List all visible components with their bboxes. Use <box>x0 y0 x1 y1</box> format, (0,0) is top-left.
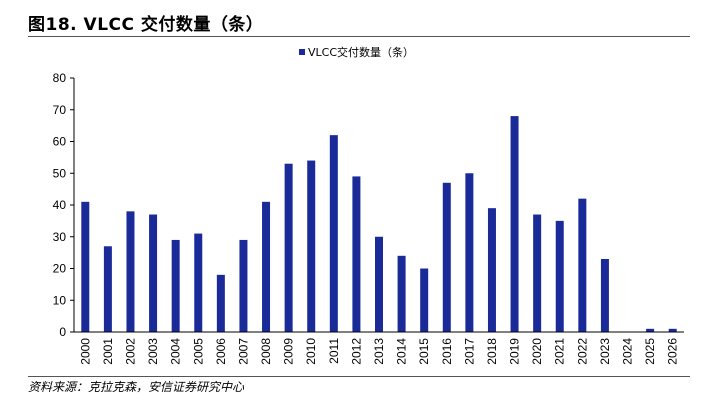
bar-2010 <box>307 160 316 332</box>
x-tick-label: 2021 <box>553 338 567 365</box>
y-axis: 0 10 20 30 40 50 60 70 80 <box>53 71 75 339</box>
bar-2007 <box>239 239 248 332</box>
x-tick-label: 2015 <box>417 338 431 365</box>
bar-2013 <box>375 236 383 332</box>
bar-2025 <box>646 328 655 332</box>
source-note: 资料来源：克拉克森，安信证券研究中心 <box>28 380 245 394</box>
x-tick-label: 2024 <box>621 338 635 365</box>
bar-2000 <box>81 201 90 332</box>
x-tick-label: 2026 <box>666 338 680 365</box>
bar-2019 <box>510 116 519 332</box>
x-tick-label: 2011 <box>327 338 341 364</box>
x-tick-label: 2016 <box>440 338 454 365</box>
bar-2001 <box>103 246 112 332</box>
figure-title: 图18. VLCC 交付数量（条） <box>28 15 264 35</box>
bar-2003 <box>149 214 158 332</box>
y-tick-label: 0 <box>59 325 66 339</box>
x-tick-label: 2004 <box>169 338 183 365</box>
bar-2006 <box>216 274 225 332</box>
bar-2005 <box>194 233 203 332</box>
bar-2016 <box>442 182 451 332</box>
x-tick-label: 2023 <box>598 338 612 365</box>
y-tick-label: 60 <box>53 135 67 149</box>
x-tick-label: 2001 <box>101 338 115 365</box>
x-tick-label: 2007 <box>236 338 250 365</box>
x-tick-label: 2017 <box>462 338 476 365</box>
bar-2026 <box>668 328 677 332</box>
legend-label: VLCC交付数量（条） <box>308 45 414 59</box>
legend-swatch <box>299 49 305 55</box>
bar-2015 <box>420 268 429 332</box>
bar-2022 <box>578 198 587 332</box>
y-tick-label: 50 <box>53 166 67 180</box>
bar-2012 <box>352 176 361 332</box>
x-tick-label: 2013 <box>372 338 386 365</box>
bottom-divider <box>28 376 690 377</box>
bar-2009 <box>284 163 293 332</box>
y-tick-label: 20 <box>53 262 67 276</box>
x-tick-label: 2019 <box>508 338 522 365</box>
y-tick-label: 30 <box>53 230 67 244</box>
bars <box>81 116 677 332</box>
bar-2021 <box>555 220 564 332</box>
y-tick-label: 10 <box>53 293 67 307</box>
bar-2020 <box>533 214 542 332</box>
x-tick-label: 2014 <box>395 338 409 365</box>
x-tick-label: 2009 <box>282 338 296 365</box>
y-tick-label: 70 <box>53 103 67 117</box>
x-tick-label: 2003 <box>146 338 160 365</box>
x-tick-label: 2025 <box>643 338 657 365</box>
x-tick-label: 2005 <box>191 338 205 365</box>
x-tick-label: 2008 <box>259 338 273 365</box>
bar-2002 <box>126 211 135 332</box>
bar-2014 <box>397 255 406 332</box>
x-axis: 2000 2001 2002 2003 2004 2005 2006 2007 2008 2009… <box>74 331 684 365</box>
x-tick-label: 2010 <box>304 338 318 365</box>
bar-2023 <box>600 258 609 332</box>
x-tick-label: 2012 <box>349 338 363 365</box>
x-tick-label: 2022 <box>575 338 589 365</box>
bar-2018 <box>487 208 496 332</box>
x-tick-label: 2020 <box>530 338 544 365</box>
y-tick-label: 80 <box>53 71 67 85</box>
top-divider <box>28 36 690 37</box>
x-tick-label: 2002 <box>123 338 137 365</box>
x-tick-label: 2018 <box>485 338 499 365</box>
bar-2017 <box>465 173 474 332</box>
y-tick-label: 40 <box>53 198 67 212</box>
bar-2008 <box>262 201 271 332</box>
bar-2004 <box>171 239 180 332</box>
x-tick-label: 2000 <box>78 338 92 365</box>
x-tick-label: 2006 <box>214 338 228 365</box>
legend: VLCC交付数量（条） <box>299 45 414 59</box>
bar-2011 <box>329 135 338 332</box>
